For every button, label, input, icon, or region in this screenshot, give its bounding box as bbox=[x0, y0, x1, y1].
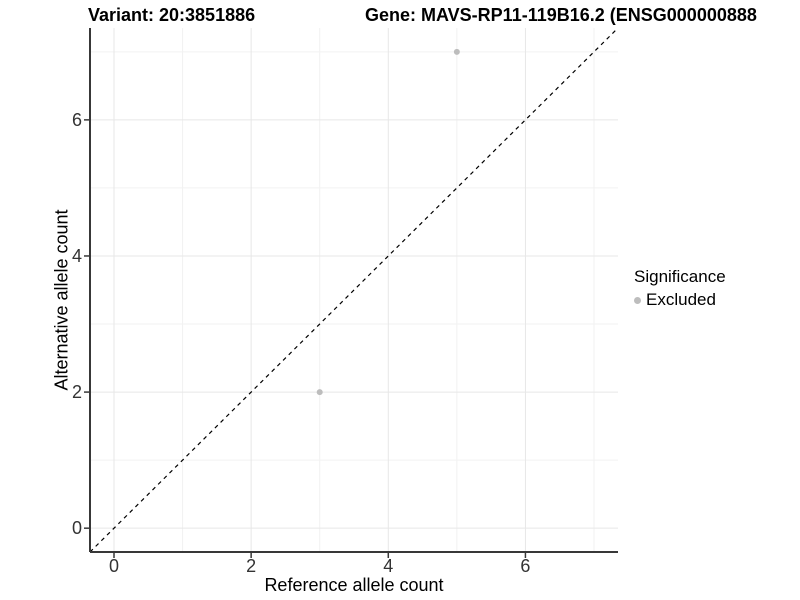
x-tick-label: 4 bbox=[383, 556, 394, 576]
data-point bbox=[453, 48, 460, 55]
legend-item-excluded: Excluded bbox=[634, 290, 726, 310]
x-axis-title: Reference allele count bbox=[264, 575, 444, 595]
x-tick-label: 6 bbox=[520, 556, 531, 576]
plot-title-gene: Gene: MAVS-RP11-119B16.2 (ENSG000000888 bbox=[365, 5, 757, 25]
y-tick-label: 4 bbox=[71, 245, 82, 266]
x-tick-label: 2 bbox=[246, 556, 257, 576]
excluded-point-icon bbox=[634, 296, 641, 304]
data-point bbox=[316, 389, 323, 396]
x-tick-label: 0 bbox=[108, 556, 119, 576]
y-tick-label: 6 bbox=[71, 109, 82, 130]
y-tick-label: 2 bbox=[71, 382, 82, 403]
y-tick-label: 0 bbox=[71, 518, 82, 539]
legend-item-label: Excluded bbox=[646, 290, 716, 309]
plot-title-variant: Variant: 20:3851886 bbox=[88, 5, 256, 25]
identity-dashed-line bbox=[89, 27, 619, 553]
y-axis-title: Alternative allele count bbox=[51, 209, 72, 391]
legend: Significance Excluded bbox=[634, 267, 726, 310]
legend-title: Significance bbox=[634, 267, 726, 286]
